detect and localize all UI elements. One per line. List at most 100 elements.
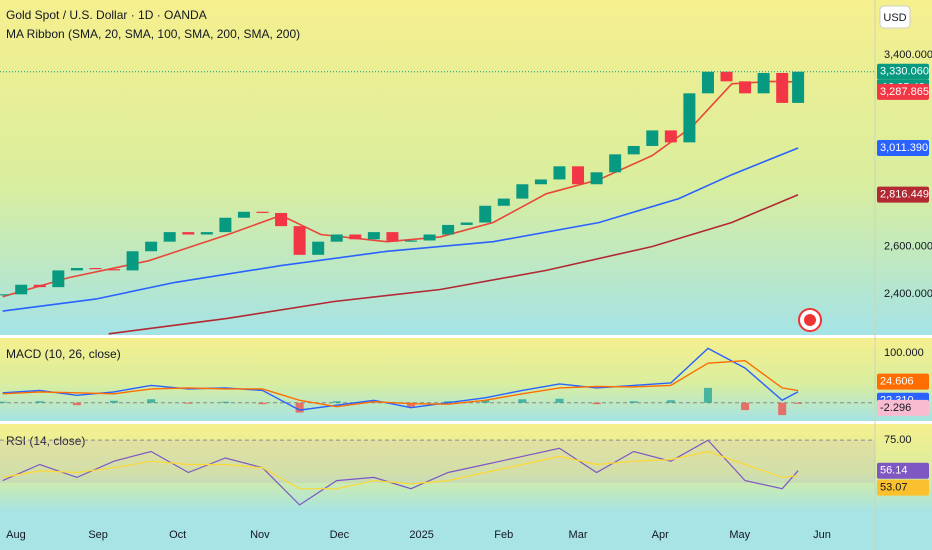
x-tick-label: 2025 bbox=[409, 529, 433, 541]
price-badge bbox=[877, 479, 929, 496]
macd-line bbox=[2, 347, 799, 411]
candle bbox=[497, 198, 510, 206]
candle bbox=[219, 217, 232, 233]
candle bbox=[52, 270, 65, 288]
histogram-bar bbox=[184, 402, 193, 404]
candle bbox=[312, 241, 325, 255]
price-badge bbox=[877, 140, 929, 157]
rsi-line bbox=[2, 450, 799, 490]
histogram-bar bbox=[406, 402, 415, 407]
candle bbox=[627, 145, 640, 155]
rsi-title: RSI (14, close) bbox=[6, 434, 85, 448]
candle bbox=[33, 284, 46, 288]
badge-label: 3,011.390 bbox=[880, 142, 928, 154]
histogram-bar bbox=[794, 402, 803, 404]
moving-average bbox=[2, 80, 799, 298]
x-tick-label: Apr bbox=[652, 529, 669, 541]
histogram-bar bbox=[332, 401, 341, 403]
histogram-bar bbox=[703, 387, 712, 403]
candle bbox=[70, 268, 83, 271]
candle bbox=[404, 240, 417, 242]
candle bbox=[609, 154, 622, 173]
badge-label: 53.07 bbox=[880, 482, 908, 494]
price-badge bbox=[877, 83, 929, 100]
x-tick-label: Sep bbox=[88, 529, 108, 541]
candle bbox=[739, 81, 752, 94]
price-badge bbox=[877, 186, 929, 203]
badge-label: -2.296 bbox=[880, 402, 911, 414]
price-badge bbox=[877, 63, 929, 80]
time-axis bbox=[0, 513, 932, 550]
candle bbox=[757, 72, 770, 94]
candle bbox=[349, 234, 362, 240]
chart-title: Gold Spot / U.S. Dollar · 1D · OANDA bbox=[6, 8, 207, 22]
y-tick-label: 3,400.000 bbox=[884, 49, 932, 61]
currency[interactable]: USD bbox=[883, 12, 906, 24]
candle bbox=[442, 224, 455, 235]
candle bbox=[163, 232, 176, 242]
x-tick-label: Aug bbox=[6, 529, 26, 541]
histogram-bar bbox=[444, 401, 453, 403]
y-tick-label: 100.000 bbox=[884, 347, 924, 359]
candle bbox=[572, 166, 585, 185]
candle bbox=[293, 226, 306, 255]
candle bbox=[330, 234, 343, 242]
x-tick-label: Oct bbox=[169, 529, 186, 541]
y-tick-label: 2,600.000 bbox=[884, 240, 932, 252]
candle bbox=[367, 232, 380, 240]
macd-pane bbox=[0, 338, 932, 421]
histogram-bar bbox=[629, 401, 638, 403]
badge-label: 2,816.449 bbox=[880, 189, 929, 201]
candle bbox=[108, 269, 121, 271]
flag-icon[interactable] bbox=[798, 308, 822, 332]
x-tick-label: May bbox=[729, 529, 750, 541]
indicator-title: MA Ribbon (SMA, 20, SMA, 100, SMA, 200, … bbox=[6, 27, 300, 41]
candle bbox=[701, 71, 714, 94]
candle bbox=[792, 71, 805, 103]
x-tick-label: Jun bbox=[813, 529, 831, 541]
histogram-bar bbox=[518, 399, 527, 403]
histogram-bar bbox=[110, 400, 119, 403]
moving-average bbox=[2, 147, 799, 312]
badge-label: 24.606 bbox=[880, 375, 914, 387]
badge-label: 3,287.865 bbox=[880, 86, 929, 98]
candle bbox=[182, 232, 195, 235]
price-badge bbox=[877, 373, 929, 390]
histogram-bar bbox=[741, 402, 750, 411]
currency-button[interactable] bbox=[879, 5, 911, 29]
candle bbox=[423, 234, 436, 241]
macd-title: MACD (10, 26, close) bbox=[6, 347, 121, 361]
candle bbox=[590, 172, 603, 185]
histogram-bar bbox=[778, 402, 787, 416]
histogram-bar bbox=[592, 402, 601, 405]
histogram-bar bbox=[481, 400, 490, 403]
price-badge bbox=[877, 462, 929, 479]
macd-line bbox=[2, 359, 799, 408]
histogram-bar bbox=[72, 402, 81, 406]
main-pane bbox=[0, 0, 932, 335]
badge-label: 56.14 bbox=[880, 465, 908, 477]
candle bbox=[479, 205, 492, 223]
histogram-bar bbox=[147, 399, 156, 403]
candle bbox=[553, 166, 566, 180]
candle bbox=[0, 294, 9, 296]
y-tick-label: 75.00 bbox=[884, 434, 912, 446]
candle bbox=[145, 241, 158, 252]
candle bbox=[534, 179, 547, 185]
x-tick-label: Feb bbox=[494, 529, 513, 541]
price-badge bbox=[877, 399, 929, 416]
candle bbox=[683, 93, 696, 143]
x-tick-label: Mar bbox=[569, 529, 588, 541]
x-tick-label: Nov bbox=[250, 529, 270, 541]
candle bbox=[89, 268, 102, 270]
candle bbox=[646, 130, 659, 146]
candle bbox=[275, 212, 288, 227]
histogram-bar bbox=[295, 402, 304, 413]
candle bbox=[386, 232, 399, 242]
candle bbox=[516, 184, 529, 199]
candle bbox=[15, 284, 28, 295]
histogram-bar bbox=[221, 401, 230, 403]
candle bbox=[256, 211, 269, 213]
badge-label: 3,330.060 bbox=[880, 66, 929, 78]
